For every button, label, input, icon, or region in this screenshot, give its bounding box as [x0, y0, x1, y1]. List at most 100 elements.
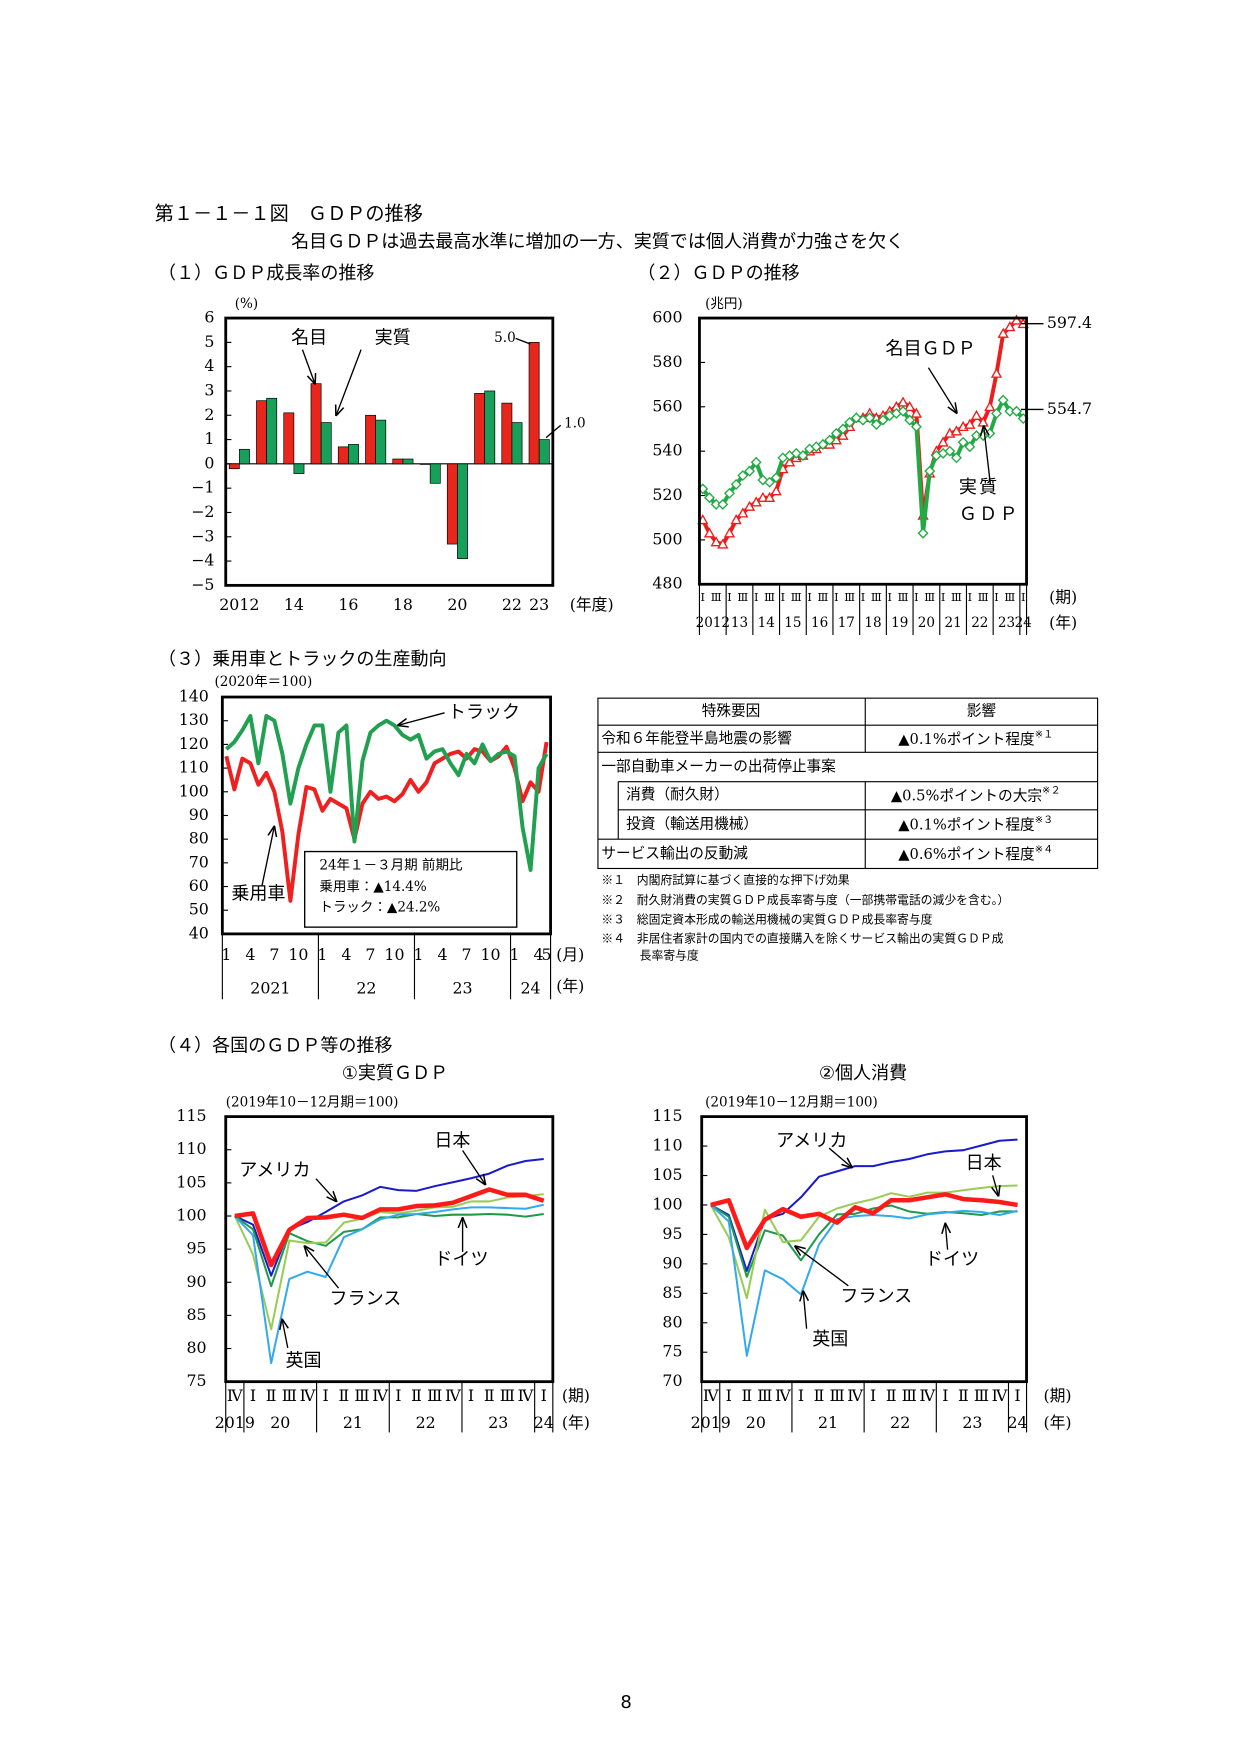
point-marker	[850, 412, 862, 424]
x-tick-label: Ⅳ	[703, 1386, 719, 1405]
y-tick-label: 75	[186, 1371, 206, 1390]
x-tick-label: Ⅱ	[338, 1386, 349, 1405]
point-marker	[770, 485, 782, 496]
table-cell: 令和６年能登半島地震の影響	[601, 730, 792, 747]
data-label: 5.0	[494, 330, 516, 346]
point-marker	[950, 452, 962, 464]
y-axis-unit: (兆円)	[705, 296, 743, 312]
x-tick-label: Ⅳ	[919, 1386, 935, 1405]
y-tick-label: 4	[204, 356, 214, 375]
series-label: トラック	[448, 702, 520, 723]
year-label: 22	[416, 1413, 436, 1432]
x-tick-label: Ⅲ	[282, 1386, 297, 1405]
point-marker	[904, 400, 916, 412]
impact: ▲0.1%ポイント程度	[898, 731, 1035, 748]
y-tick-label: 3	[204, 380, 214, 399]
impact: ▲0.6%ポイント程度	[898, 846, 1035, 863]
y-axis-unit: (2019年10－12月期＝100)	[705, 1095, 878, 1111]
point-marker	[870, 419, 882, 431]
series-label: フランス	[330, 1288, 402, 1309]
table-header: 影響	[967, 703, 997, 720]
point-marker	[1010, 314, 1023, 325]
bar	[501, 402, 513, 465]
annotation-arrow	[301, 349, 314, 384]
y-tick-label: 105	[652, 1165, 682, 1184]
annotation-arrow	[462, 1150, 486, 1184]
section-title: （４）各国のＧＤＰ等の推移	[158, 1036, 392, 1057]
y-tick-label: 85	[186, 1305, 206, 1324]
x-tick-label: Ⅳ	[775, 1386, 791, 1405]
series-label: アメリカ	[239, 1160, 310, 1181]
point-marker	[964, 441, 976, 453]
y-tick-label: 105	[176, 1172, 206, 1191]
y-tick-label: 80	[662, 1312, 682, 1331]
series-label: 英国	[812, 1329, 848, 1350]
end-value-label: 554.7	[1047, 399, 1092, 418]
point-marker	[904, 414, 916, 426]
x-tick-label: Ⅰ	[968, 591, 972, 604]
bar	[538, 439, 550, 465]
annotation-arrow	[398, 712, 445, 725]
point-marker	[797, 450, 809, 462]
series-label: ドイツ	[434, 1249, 488, 1270]
bar	[528, 342, 540, 465]
point-marker	[830, 427, 842, 439]
y-tick-label: 50	[189, 900, 209, 919]
point-marker	[837, 429, 849, 440]
year-label: 21	[343, 1413, 363, 1432]
bar	[320, 422, 332, 465]
x-tick-label: Ⅰ	[541, 1386, 547, 1405]
x-tick-label: Ⅲ	[951, 591, 962, 604]
year-label: 23	[962, 1413, 982, 1432]
bar	[375, 419, 387, 465]
x-tick-label: 4	[534, 945, 544, 964]
y-axis-unit: (2019年10－12月期＝100)	[226, 1095, 399, 1111]
x-tick-label: 7	[461, 945, 471, 964]
year-label: 17	[838, 615, 855, 631]
year-label: 20	[918, 615, 935, 631]
table-cell: ▲0.1%ポイント程度※３	[898, 815, 1053, 834]
x-tick-label: 16	[338, 595, 358, 614]
point-marker	[990, 367, 1003, 378]
year-label: 22	[356, 979, 376, 998]
y-tick-label: 580	[652, 352, 682, 371]
bar	[293, 463, 305, 474]
x-tick-label: Ⅰ	[834, 591, 838, 604]
x-tick-label: 20	[447, 595, 467, 614]
note-ref: ※４	[1035, 844, 1054, 855]
table-cell: ▲0.6%ポイント程度※４	[898, 844, 1053, 863]
x-tick-label: Ⅰ	[1014, 1386, 1020, 1405]
point-marker	[703, 527, 716, 538]
bar	[348, 444, 359, 465]
x-tick-label: Ⅰ	[941, 591, 945, 604]
chart-title: ①実質ＧＤＰ	[342, 1063, 448, 1084]
annotation-arrow	[927, 367, 956, 413]
table-note: ※１ 内閣府試算に基づく直接的な押下げ効果	[601, 873, 850, 887]
year-label: 23	[488, 1413, 508, 1432]
bar	[239, 448, 250, 465]
point-marker	[910, 421, 922, 433]
x-tick-label: Ⅳ	[300, 1386, 316, 1405]
y-tick-label: 80	[186, 1338, 206, 1357]
point-marker	[763, 491, 776, 503]
chart-title: ②個人消費	[819, 1063, 907, 1084]
annotation-arrow	[984, 426, 992, 486]
x-tick-label: 4	[245, 945, 255, 964]
page-number: 8	[620, 1692, 631, 1713]
y-tick-label: 95	[186, 1239, 206, 1258]
year-label: 19	[891, 615, 908, 631]
chart-title: （１）ＧＤＰ成長率の推移	[158, 263, 374, 284]
bar	[266, 397, 278, 465]
y-tick-label: −5	[191, 575, 214, 594]
x-tick-label: Ⅲ	[764, 591, 775, 604]
annotation-arrow	[515, 337, 531, 345]
point-marker	[710, 536, 722, 547]
point-marker	[744, 465, 755, 477]
annotation-arrow	[993, 1175, 999, 1195]
point-marker	[723, 527, 736, 538]
series-label: 名目	[291, 327, 327, 348]
x-tick-label: Ⅰ	[250, 1386, 256, 1405]
annotation-arrow	[545, 424, 562, 439]
